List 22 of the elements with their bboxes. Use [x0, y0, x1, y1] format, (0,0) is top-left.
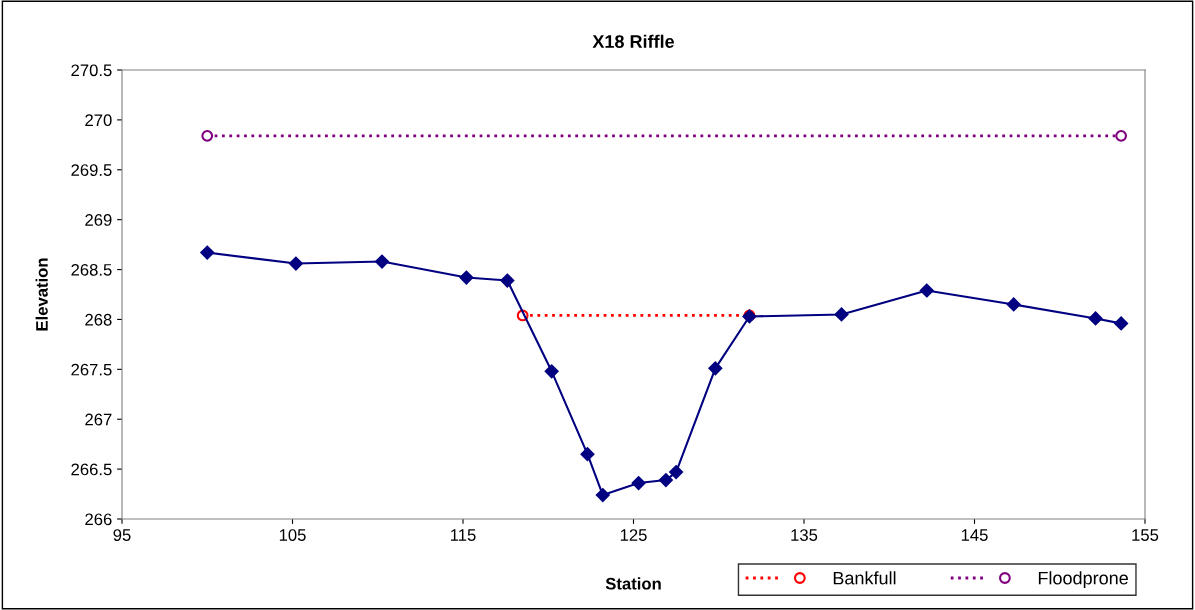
y-tick-label: 267	[85, 413, 112, 426]
legend-label: Floodprone	[1038, 571, 1128, 589]
x-axis-title: Station	[605, 577, 661, 590]
x-tick-label: 105	[279, 529, 306, 541]
x-tick-label: 125	[620, 529, 647, 541]
x-tick-label: 145	[961, 529, 988, 541]
x-tick-label: 135	[791, 529, 818, 541]
y-tick-label: 270.5	[71, 64, 112, 77]
y-tick-label: 270	[85, 114, 112, 127]
y-tick-label: 267.5	[71, 363, 112, 376]
chart-title: X18 Riffle	[592, 34, 675, 48]
y-axis-title: Elevation	[35, 258, 48, 331]
y-tick-label: 269	[85, 214, 112, 226]
x-tick-label: 115	[450, 529, 476, 541]
x-tick-label: 155	[1132, 529, 1159, 541]
y-tick-label: 266	[85, 513, 112, 526]
y-tick-label: 268.5	[71, 263, 112, 276]
y-tick-label: 268	[85, 313, 112, 326]
legend-label: Bankfull	[833, 571, 896, 585]
x-tick-label: 95	[113, 529, 131, 541]
y-tick-label: 266.5	[71, 463, 112, 476]
y-tick-label: 269.5	[71, 164, 112, 176]
